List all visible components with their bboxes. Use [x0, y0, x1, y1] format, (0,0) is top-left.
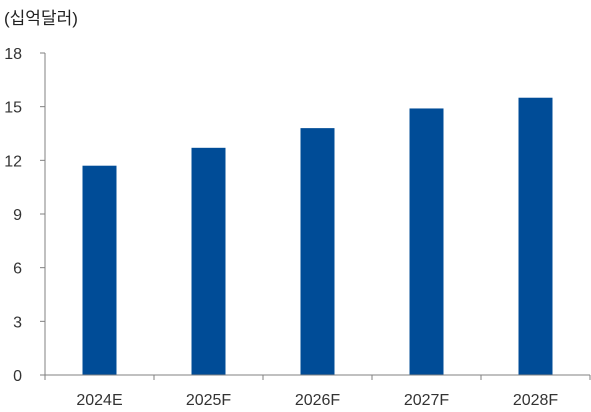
x-tick-label-2028F: 2028F [513, 392, 559, 409]
x-tick-label-2027F: 2027F [404, 392, 450, 409]
bar-2025F [191, 147, 226, 375]
y-tick-label-15: 15 [4, 100, 22, 117]
y-tick-label-6: 6 [13, 261, 22, 278]
x-tick-label-2024E: 2024E [76, 392, 122, 409]
axes-layer [40, 52, 591, 380]
bar-2024E [82, 165, 117, 375]
y-tick-label-18: 18 [4, 46, 22, 63]
x-tick-label-2026F: 2026F [295, 392, 341, 409]
labels-layer: 0 3 6 9 12 15 18 2024E 2025F 2026F 2027F 2028F [4, 46, 558, 409]
bar-2028F [518, 97, 553, 375]
x-tick-label-2025F: 2025F [186, 392, 232, 409]
unit-label: (십억달러) [4, 9, 78, 28]
bars-layer [82, 97, 553, 376]
y-tick-label-9: 9 [13, 207, 22, 224]
bar-2027F [409, 108, 444, 376]
y-tick-label-0: 0 [13, 368, 22, 385]
y-tick-label-3: 3 [13, 314, 22, 331]
y-tick-label-12: 12 [4, 153, 22, 170]
bar-2026F [300, 128, 335, 375]
